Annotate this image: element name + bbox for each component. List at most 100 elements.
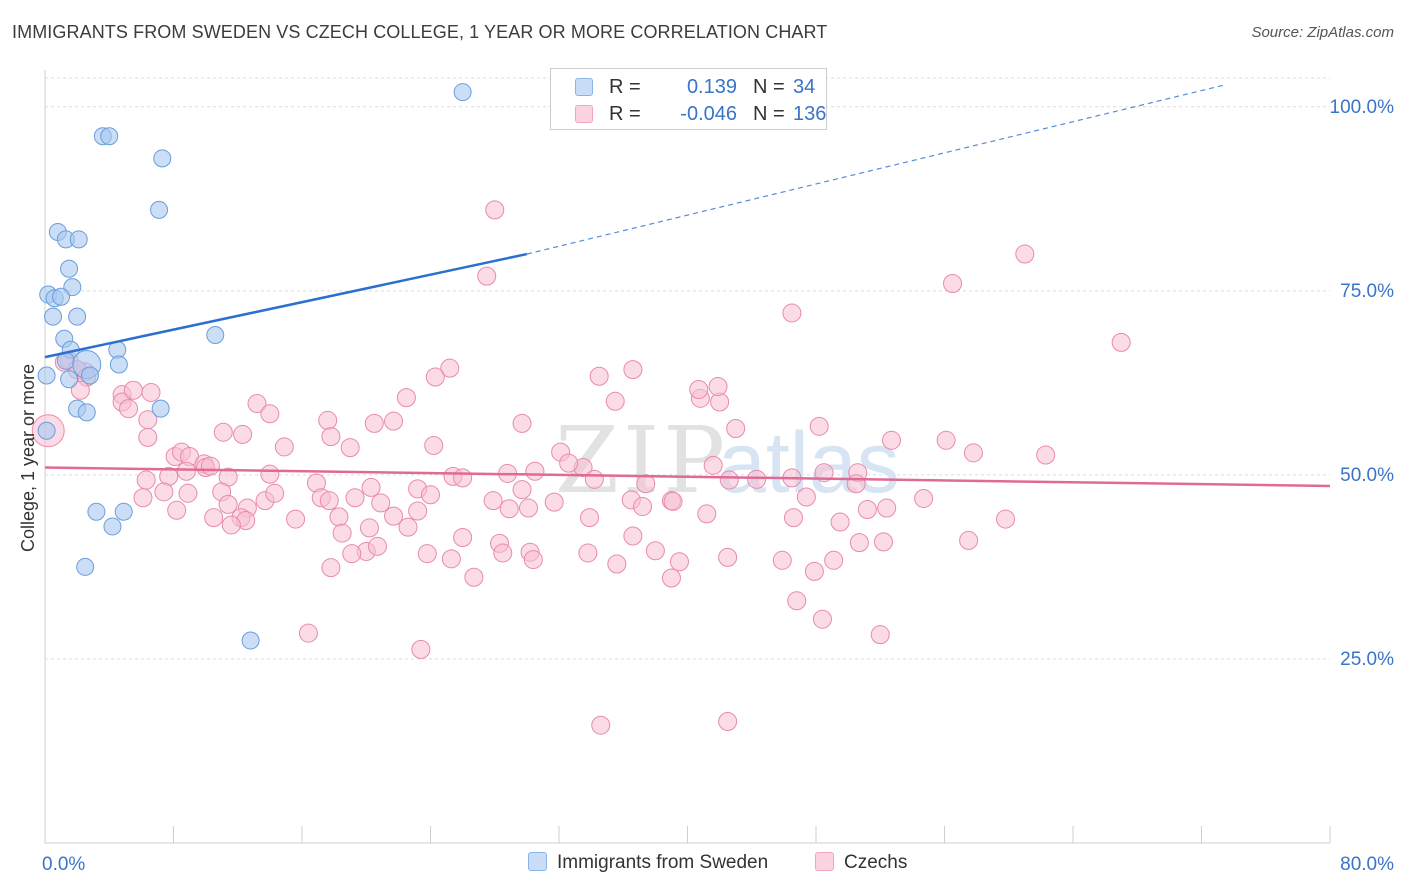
y-tick-label: 25.0% bbox=[1340, 649, 1394, 670]
czechs-point bbox=[544, 492, 564, 512]
bottom-legend-swatch-czechs bbox=[815, 852, 834, 871]
legend-swatch-sweden bbox=[575, 78, 593, 96]
czechs-point bbox=[726, 419, 746, 439]
czechs-point bbox=[669, 552, 689, 572]
legend-swatch-czechs bbox=[575, 105, 593, 123]
bottom-legend-label-sweden: Immigrants from Sweden bbox=[557, 852, 769, 873]
sweden-point bbox=[69, 230, 88, 249]
czechs-point bbox=[119, 399, 139, 419]
czechs-point bbox=[512, 413, 532, 433]
czechs-point bbox=[342, 544, 362, 564]
bottom-legend-czechs: Czechs bbox=[815, 852, 907, 874]
czechs-point bbox=[133, 488, 153, 508]
czechs-point bbox=[787, 591, 807, 611]
czechs-point bbox=[123, 380, 143, 400]
czechs-point bbox=[1015, 244, 1035, 264]
grid-lines bbox=[45, 77, 1330, 660]
czechs-point bbox=[384, 506, 404, 526]
czechs-point bbox=[483, 491, 503, 511]
czechs-point bbox=[367, 536, 387, 556]
czechs-point bbox=[265, 483, 285, 503]
x-tick-label: 0.0% bbox=[42, 854, 85, 875]
czechs-point bbox=[849, 533, 869, 553]
czechs-point bbox=[772, 550, 792, 570]
czechs-point bbox=[154, 482, 174, 502]
czechs-point bbox=[870, 625, 890, 645]
czechs-point bbox=[359, 518, 379, 538]
czechs-point bbox=[589, 366, 609, 386]
czechs-point bbox=[318, 410, 338, 430]
sweden-point bbox=[44, 307, 63, 326]
czechs-point bbox=[846, 474, 866, 494]
legend-n-label: N = bbox=[753, 76, 785, 98]
czechs-point bbox=[873, 532, 893, 552]
czechs-point bbox=[493, 543, 513, 563]
czechs-point bbox=[204, 508, 224, 528]
sweden-point bbox=[68, 307, 87, 326]
y-axis-label: College, 1 year or more bbox=[18, 364, 38, 552]
sweden-point bbox=[77, 403, 96, 422]
sweden-point bbox=[76, 557, 95, 576]
czechs-point bbox=[218, 494, 238, 514]
czechs-point bbox=[425, 367, 445, 387]
czechs-point bbox=[963, 443, 983, 463]
sweden-point bbox=[52, 287, 71, 306]
czechs-point bbox=[485, 200, 505, 220]
czechs-point bbox=[176, 461, 196, 481]
czechs-point bbox=[523, 550, 543, 570]
sweden-point bbox=[241, 631, 260, 650]
czechs-point bbox=[877, 498, 897, 518]
czechs-point bbox=[661, 568, 681, 588]
czechs-point bbox=[1111, 332, 1131, 352]
sweden-point bbox=[151, 399, 170, 418]
legend-r-label: R = bbox=[609, 76, 641, 98]
czechs-point bbox=[408, 501, 428, 521]
czechs-point bbox=[421, 485, 440, 505]
czechs-point bbox=[689, 380, 709, 400]
czechs-point bbox=[518, 498, 538, 518]
czechs-point bbox=[814, 463, 834, 483]
czechs-point bbox=[396, 388, 416, 408]
axes bbox=[44, 70, 1331, 844]
sweden-trend-extension bbox=[526, 84, 1226, 255]
sweden-trend-line bbox=[44, 252, 528, 359]
czechs-point bbox=[747, 469, 767, 489]
czechs-point bbox=[321, 558, 341, 578]
correlation-legend: R = 0.139 N = 34 R = -0.046 N = 136 bbox=[550, 68, 827, 130]
czechs-point bbox=[364, 413, 384, 433]
czechs-point bbox=[260, 404, 280, 424]
czechs-point bbox=[525, 461, 545, 481]
czechs-point bbox=[464, 567, 484, 587]
sweden-point bbox=[80, 366, 99, 385]
czechs-point bbox=[260, 464, 280, 484]
czechs-point bbox=[371, 493, 391, 513]
czechs-point bbox=[221, 515, 241, 535]
czechs-point bbox=[213, 422, 233, 442]
legend-n-value: 34 bbox=[793, 76, 816, 98]
sweden-point bbox=[100, 127, 119, 146]
sweden-point bbox=[206, 326, 225, 345]
czechs-point bbox=[477, 266, 497, 286]
sweden-point bbox=[109, 355, 128, 374]
czechs-point bbox=[809, 416, 829, 436]
czechs-point bbox=[703, 455, 723, 475]
czechs-point bbox=[784, 508, 804, 528]
bottom-legend-swatch-sweden bbox=[528, 852, 547, 871]
legend-n-label: N = bbox=[753, 103, 785, 125]
czechs-point bbox=[453, 527, 473, 547]
czechs-point bbox=[345, 488, 365, 508]
czechs-point bbox=[645, 541, 665, 561]
czechs-point bbox=[812, 609, 832, 629]
czechs-point bbox=[411, 639, 431, 659]
czechs-point bbox=[361, 477, 381, 497]
y-tick-label: 75.0% bbox=[1340, 281, 1394, 302]
czechs-point bbox=[200, 456, 220, 476]
legend-r-label: R = bbox=[609, 103, 641, 125]
sweden-point bbox=[87, 502, 106, 521]
watermark: ZIP atlas bbox=[555, 407, 900, 514]
czechs-point bbox=[340, 438, 360, 458]
czechs-point bbox=[453, 468, 473, 488]
czechs-point bbox=[943, 273, 963, 293]
sweden-point bbox=[60, 370, 79, 389]
czechs-point bbox=[804, 561, 824, 581]
